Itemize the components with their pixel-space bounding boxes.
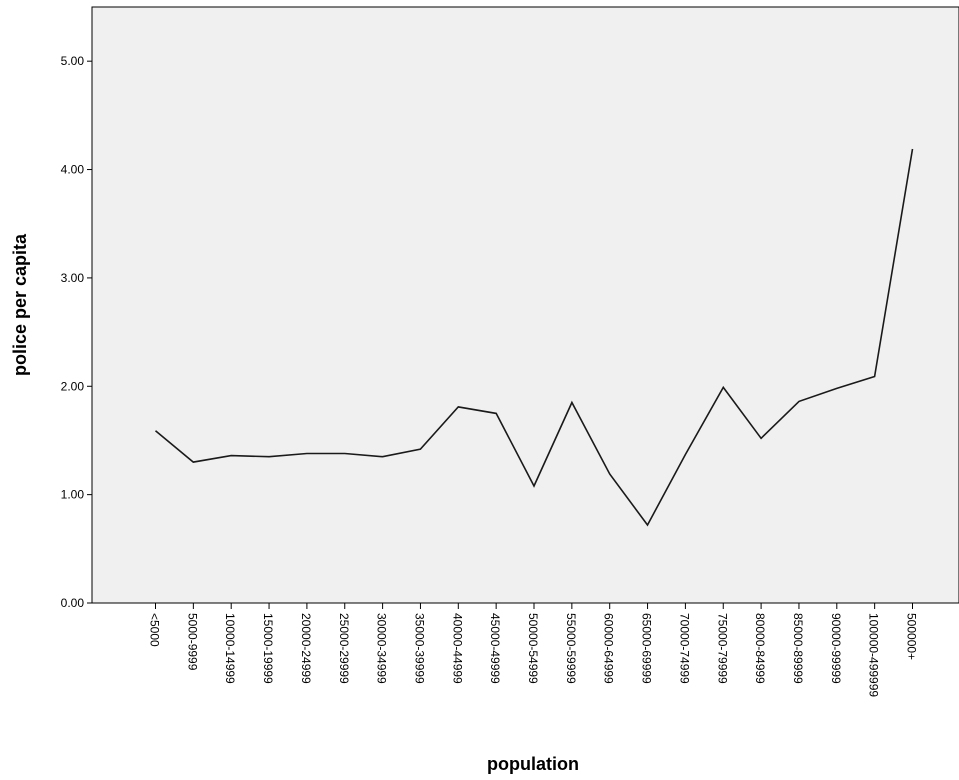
x-tick-label: 15000-19999: [261, 613, 275, 684]
x-tick-label: 60000-64999: [602, 613, 616, 684]
x-tick-label: 30000-34999: [375, 613, 389, 684]
y-tick-label: 4.00: [61, 163, 85, 177]
y-axis-title: police per capita: [10, 233, 30, 376]
x-tick-label: 90000-99999: [829, 613, 843, 684]
x-tick-label: 65000-69999: [640, 613, 654, 684]
x-tick-label: 500000+: [905, 613, 919, 660]
axes: [91, 7, 959, 604]
x-axis-title: population: [487, 754, 579, 774]
series-line: [154, 148, 914, 527]
x-tick-label: 35000-39999: [412, 613, 426, 684]
y-tick-label: 1.00: [61, 488, 85, 502]
x-tick-label: 20000-24999: [299, 613, 313, 684]
x-tick-label: 70000-74999: [677, 613, 691, 684]
x-tick-label: 5000-9999: [185, 613, 199, 671]
x-tick-label: 45000-49999: [488, 613, 502, 684]
x-tick-label: 85000-89999: [791, 613, 805, 684]
x-tick-label: 25000-29999: [337, 613, 351, 684]
x-tick-label: 80000-84999: [753, 613, 767, 684]
x-tick-label: 40000-44999: [450, 613, 464, 684]
y-tick-label: 2.00: [61, 379, 85, 393]
y-tick-label: 5.00: [61, 54, 85, 68]
y-tick-label: 3.00: [61, 271, 85, 285]
x-tick-label: 100000-499999: [867, 613, 881, 697]
x-tick-label: 50000-54999: [526, 613, 540, 684]
x-tick-label: 55000-59999: [564, 613, 578, 684]
y-axis-ticks: 0.00 1.00 2.00 3.00 4.00 5.00: [61, 54, 92, 610]
plot-area: [91, 6, 959, 604]
y-tick-label: 0.00: [61, 596, 85, 610]
x-axis-ticks: <5000 5000-9999 10000-14999 15000-19999 2000…: [148, 603, 919, 697]
x-tick-label: 75000-79999: [715, 613, 729, 684]
x-tick-label: <5000: [148, 613, 162, 647]
x-tick-label: 10000-14999: [223, 613, 237, 684]
